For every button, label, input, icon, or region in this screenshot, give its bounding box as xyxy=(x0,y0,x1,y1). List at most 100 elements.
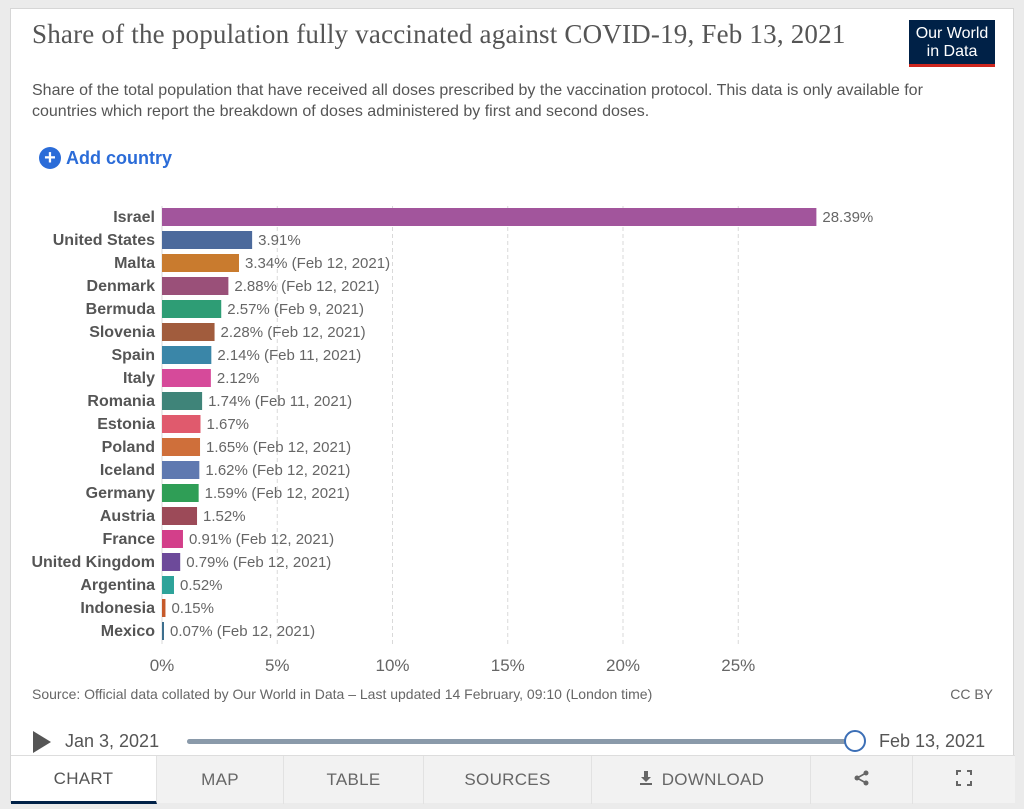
bar-romania[interactable] xyxy=(162,392,203,410)
tab-bar: CHART MAP TABLE SOURCES DOWNLOAD xyxy=(11,755,1015,804)
license-link[interactable]: CC BY xyxy=(950,686,993,702)
category-label-estonia: Estonia xyxy=(97,416,155,433)
logo-line2: in Data xyxy=(926,43,978,60)
bar-poland[interactable] xyxy=(162,438,201,456)
bar-indonesia[interactable] xyxy=(162,599,166,617)
tab-map-label: MAP xyxy=(201,770,239,789)
bar-iceland[interactable] xyxy=(162,461,200,479)
value-label-spain: 2.14% (Feb 11, 2021) xyxy=(217,347,361,364)
download-icon xyxy=(638,770,654,791)
tab-chart-label: CHART xyxy=(53,768,114,788)
value-label-argentina: 0.52% xyxy=(180,577,223,594)
bar-united-kingdom[interactable] xyxy=(162,553,181,571)
category-label-austria: Austria xyxy=(100,508,155,525)
value-label-malta: 3.34% (Feb 12, 2021) xyxy=(245,255,390,272)
value-label-italy: 2.12% xyxy=(217,370,260,387)
tab-sources[interactable]: SOURCES xyxy=(424,756,592,804)
x-tick-label: 15% xyxy=(491,656,525,675)
bar-argentina[interactable] xyxy=(162,576,174,594)
chart-frame: Share of the population fully vaccinated… xyxy=(10,8,1015,804)
share-icon xyxy=(853,769,871,792)
category-label-italy: Italy xyxy=(123,370,155,387)
x-tick-label: 0% xyxy=(150,656,175,675)
timeline-end-date: Feb 13, 2021 xyxy=(879,731,986,751)
category-label-argentina: Argentina xyxy=(80,577,155,594)
bar-united-states[interactable] xyxy=(162,231,253,249)
timeline: Jan 3, 2021 Feb 13, 2021 xyxy=(11,717,1015,757)
category-label-denmark: Denmark xyxy=(87,278,156,295)
bar-france[interactable] xyxy=(162,530,183,548)
value-label-israel: 28.39% xyxy=(822,209,873,226)
category-label-slovenia: Slovenia xyxy=(89,324,155,341)
value-label-bermuda: 2.57% (Feb 9, 2021) xyxy=(227,301,364,318)
bar-chart: Israel United States Malta Denmark Bermuda Sl… xyxy=(31,206,873,675)
value-label-mexico: 0.07% (Feb 12, 2021) xyxy=(170,623,315,640)
category-label-united-states: United States xyxy=(53,232,155,249)
timeline-handle[interactable] xyxy=(844,730,866,752)
x-tick-label: 20% xyxy=(606,656,640,675)
logo-line1: Our World xyxy=(915,25,989,42)
category-label-israel: Israel xyxy=(113,209,155,226)
x-axis-ticks: 0% 5% 10% 15% 20% 25% xyxy=(150,656,756,675)
bar-austria[interactable] xyxy=(162,507,198,525)
tab-download[interactable]: DOWNLOAD xyxy=(592,756,811,804)
bar-italy[interactable] xyxy=(162,369,211,387)
category-label-mexico: Mexico xyxy=(101,623,155,640)
plus-circle-icon: + xyxy=(39,147,61,169)
value-label-romania: 1.74% (Feb 11, 2021) xyxy=(208,393,352,410)
value-labels: 28.39% 3.91% 3.34% (Feb 12, 2021) 2.88% (Fe… xyxy=(170,209,873,640)
tab-sources-label: SOURCES xyxy=(464,770,551,789)
tab-table[interactable]: TABLE xyxy=(284,756,424,804)
value-label-indonesia: 0.15% xyxy=(171,600,214,617)
category-label-united-kingdom: United Kingdom xyxy=(31,554,155,571)
category-label-iceland: Iceland xyxy=(100,462,155,479)
x-tick-label: 10% xyxy=(375,656,409,675)
timeline-track-fill xyxy=(187,739,855,744)
category-label-indonesia: Indonesia xyxy=(80,600,155,617)
value-label-estonia: 1.67% xyxy=(206,416,249,433)
add-country-label: Add country xyxy=(66,147,172,168)
tab-share[interactable] xyxy=(811,756,913,804)
category-label-france: France xyxy=(103,531,156,548)
category-label-romania: Romania xyxy=(87,393,155,410)
bar-mexico[interactable] xyxy=(162,622,164,640)
x-tick-label: 5% xyxy=(265,656,290,675)
value-label-denmark: 2.88% (Feb 12, 2021) xyxy=(234,278,379,295)
bar-estonia[interactable] xyxy=(162,415,201,433)
bar-malta[interactable] xyxy=(162,254,239,272)
category-label-malta: Malta xyxy=(114,255,155,272)
play-icon[interactable] xyxy=(33,731,51,753)
tab-fullscreen[interactable] xyxy=(913,756,1015,804)
tab-chart[interactable]: CHART xyxy=(11,756,157,804)
bars xyxy=(162,208,817,640)
category-label-bermuda: Bermuda xyxy=(86,301,155,318)
bar-slovenia[interactable] xyxy=(162,323,215,341)
value-label-poland: 1.65% (Feb 12, 2021) xyxy=(206,439,351,456)
timeline-start-date: Jan 3, 2021 xyxy=(65,731,160,751)
category-label-spain: Spain xyxy=(111,347,155,364)
category-label-germany: Germany xyxy=(86,485,155,502)
bar-germany[interactable] xyxy=(162,484,199,502)
add-country-button[interactable]: + Add country xyxy=(39,147,172,169)
value-label-france: 0.91% (Feb 12, 2021) xyxy=(189,531,334,548)
chart-title: Share of the population fully vaccinated… xyxy=(32,19,846,49)
tab-download-label: DOWNLOAD xyxy=(661,770,765,789)
bar-israel[interactable] xyxy=(162,208,817,226)
bar-denmark[interactable] xyxy=(162,277,229,295)
tab-table-label: TABLE xyxy=(326,770,381,789)
value-label-iceland: 1.62% (Feb 12, 2021) xyxy=(205,462,350,479)
tab-map[interactable]: MAP xyxy=(157,756,284,804)
value-label-germany: 1.59% (Feb 12, 2021) xyxy=(205,485,350,502)
bar-bermuda[interactable] xyxy=(162,300,222,318)
timeline-track[interactable] xyxy=(187,739,855,744)
category-labels: Israel United States Malta Denmark Bermuda Sl… xyxy=(31,209,155,640)
source-note: Source: Official data collated by Our Wo… xyxy=(32,686,653,702)
value-label-slovenia: 2.28% (Feb 12, 2021) xyxy=(221,324,366,341)
owid-logo[interactable]: Our World in Data xyxy=(909,20,995,67)
x-tick-label: 25% xyxy=(721,656,755,675)
fullscreen-icon xyxy=(956,769,972,791)
chart-subtitle: Share of the total population that have … xyxy=(32,82,923,120)
value-label-united-states: 3.91% xyxy=(258,232,301,249)
category-label-poland: Poland xyxy=(102,439,155,456)
bar-spain[interactable] xyxy=(162,346,212,364)
